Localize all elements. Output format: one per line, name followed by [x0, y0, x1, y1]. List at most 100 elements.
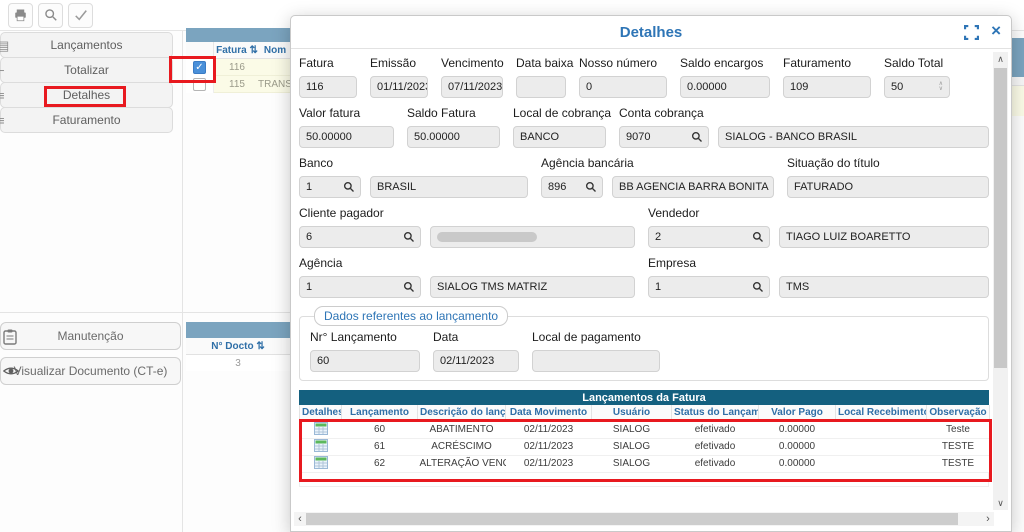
nosso-numero-label: Nosso número — [579, 56, 658, 70]
faturamento-field[interactable]: 109 — [783, 76, 871, 98]
search-button[interactable] — [38, 2, 63, 28]
dados-lancamento-fieldset: Dados referentes ao lançamento Nr° Lança… — [299, 306, 989, 381]
grid-detail-icon[interactable] — [313, 455, 328, 469]
invoice-row-116[interactable]: ✓ 116 — [186, 59, 290, 76]
scroll-right-arrow[interactable]: › — [986, 513, 990, 525]
column-header-nome[interactable]: Nom — [263, 44, 287, 56]
print-icon — [15, 9, 26, 21]
saldo-total-field[interactable]: 50 ∧ ∨ — [884, 76, 950, 98]
sum-icon: − — [0, 63, 5, 78]
situacao-titulo-label: Situação do título — [787, 156, 880, 170]
row-checkbox-checked[interactable]: ✓ — [193, 61, 206, 74]
local-pagamento-field[interactable] — [532, 350, 660, 372]
sidebar-item-lancamentos[interactable]: ▤ Lançamentos — [0, 32, 173, 58]
banco-desc: BRASIL — [370, 176, 528, 198]
col-status[interactable]: Status do Lançamer — [671, 405, 759, 422]
vertical-scroll-thumb[interactable] — [994, 68, 1007, 368]
background-strip — [1012, 38, 1024, 116]
vendedor-label: Vendedor — [648, 206, 700, 220]
conta-cobranca-lookup[interactable]: 9070 — [619, 126, 709, 148]
fatura-label: Fatura — [299, 56, 334, 70]
docto-grid: N° Docto ⇅ 3 — [186, 322, 290, 371]
invoice-grid-columns: Fatura ⇅ Nom — [186, 42, 290, 59]
local-cobranca-field[interactable]: BANCO — [513, 126, 606, 148]
visualizar-documento-button[interactable]: Visualizar Documento (CT-e) — [0, 357, 181, 385]
agencia-desc: SIALOG TMS MATRIZ — [430, 276, 635, 298]
col-observacao[interactable]: Observação — [926, 405, 990, 422]
vencimento-field[interactable]: 07/11/2023 — [441, 76, 503, 98]
print-button[interactable] — [8, 2, 33, 28]
saldo-encargos-label: Saldo encargos — [680, 56, 764, 70]
grid-detail-icon[interactable] — [313, 438, 328, 452]
vertical-scrollbar[interactable]: ∧ ∨ — [993, 52, 1008, 510]
cliente-pagador-desc — [430, 226, 635, 248]
vendedor-lookup[interactable]: 2 — [648, 226, 770, 248]
search-icon — [752, 231, 763, 242]
col-descricao[interactable]: Descrição do lançar — [417, 405, 506, 422]
lancamento-row-60[interactable]: 60 ABATIMENTO 02/11/2023 SIALOG efetivad… — [299, 421, 990, 439]
highlight-ring-detalhes — [44, 86, 126, 107]
expand-icon[interactable] — [964, 25, 979, 40]
col-detalhes[interactable]: Detalhes — [299, 405, 342, 422]
cliente-pagador-label: Cliente pagador — [299, 206, 384, 220]
search-icon — [403, 281, 414, 292]
agencia-lookup[interactable]: 1 — [299, 276, 421, 298]
search-icon — [343, 181, 354, 192]
scroll-left-arrow[interactable]: ‹ — [298, 513, 302, 525]
cell-fatura: 115 — [214, 76, 260, 93]
sidebar-item-label: Faturamento — [52, 113, 121, 127]
clipboard-icon — [3, 329, 17, 345]
local-cobranca-label: Local de cobrança — [513, 106, 612, 120]
data-baixa-field[interactable] — [516, 76, 566, 98]
saldo-total-label: Saldo Total — [884, 56, 944, 70]
saldo-encargos-field[interactable]: 0.00000 — [680, 76, 770, 98]
situacao-titulo-field[interactable]: FATURADO — [787, 176, 989, 198]
empresa-lookup[interactable]: 1 — [648, 276, 770, 298]
fatura-field[interactable]: 116 — [299, 76, 357, 98]
docto-row[interactable]: 3 — [186, 355, 290, 371]
agencia-bancaria-lookup[interactable]: 896 — [541, 176, 603, 198]
col-local-recebimento[interactable]: Local Recebimento — [835, 405, 927, 422]
nosso-numero-field[interactable]: 0 — [579, 76, 667, 98]
horizontal-scroll-thumb[interactable] — [306, 513, 958, 525]
lancamento-row-61[interactable]: 61 ACRÉSCIMO 02/11/2023 SIALOG efetivado… — [299, 438, 990, 456]
conta-cobranca-label: Conta cobrança — [619, 106, 704, 120]
panel-divider — [182, 31, 183, 532]
spinner-icon[interactable]: ∧ ∨ — [938, 81, 943, 92]
sidebar-item-totalizar[interactable]: − Totalizar — [0, 57, 173, 83]
emissao-field[interactable]: 01/11/2023 — [370, 76, 428, 98]
lancamento-row-62[interactable]: 62 ALTERAÇÃO VENCIME 02/11/2023 SIALOG e… — [299, 455, 990, 473]
modal-title: Detalhes — [619, 23, 683, 41]
check-icon — [74, 10, 87, 21]
grid-detail-icon[interactable] — [313, 421, 328, 435]
column-header-docto[interactable]: N° Docto ⇅ — [186, 338, 290, 355]
docto-grid-header-band — [186, 322, 290, 338]
list-icon: ≡ — [0, 88, 5, 103]
column-header-fatura[interactable]: Fatura ⇅ — [216, 44, 258, 56]
banco-lookup[interactable]: 1 — [299, 176, 361, 198]
manutencao-label: Manutenção — [57, 329, 124, 343]
scroll-up-arrow[interactable]: ∧ — [997, 54, 1004, 64]
scroll-down-arrow[interactable]: ∨ — [997, 498, 1004, 508]
sort-icon[interactable]: ⇅ — [256, 340, 265, 352]
agencia-bancaria-label: Agência bancária — [541, 156, 634, 170]
confirm-button[interactable] — [68, 2, 93, 28]
sidebar-item-faturamento[interactable]: ≡ Faturamento — [0, 107, 173, 133]
agencia-bancaria-desc: BB AGENCIA BARRA BONITA — [612, 176, 774, 198]
sort-icon[interactable]: ⇅ — [249, 44, 258, 56]
horizontal-scrollbar[interactable]: ‹ › — [294, 512, 994, 526]
redacted-name — [437, 232, 537, 242]
valor-fatura-field[interactable]: 50.00000 — [299, 126, 394, 148]
detalhes-modal: Detalhes × Fatura 116 Emissão 01/11/2023 V… — [290, 15, 1012, 532]
nr-lancamento-field[interactable]: 60 — [310, 350, 420, 372]
close-icon[interactable]: × — [991, 21, 1001, 40]
manutencao-button[interactable]: Manutenção — [0, 322, 181, 350]
cell-fatura: 116 — [214, 59, 260, 76]
cliente-pagador-lookup[interactable]: 6 — [299, 226, 421, 248]
saldo-fatura-field[interactable]: 50.00000 — [407, 126, 500, 148]
col-lancamento[interactable]: Lançamento — [341, 405, 418, 422]
sidebar-menu: ▤ Lançamentos − Totalizar ≡ Detalhes ≡ F… — [0, 32, 173, 133]
modal-header: Detalhes × — [291, 16, 1011, 49]
data-field[interactable]: 02/11/2023 — [433, 350, 519, 372]
local-pagamento-label: Local de pagamento — [532, 330, 641, 344]
